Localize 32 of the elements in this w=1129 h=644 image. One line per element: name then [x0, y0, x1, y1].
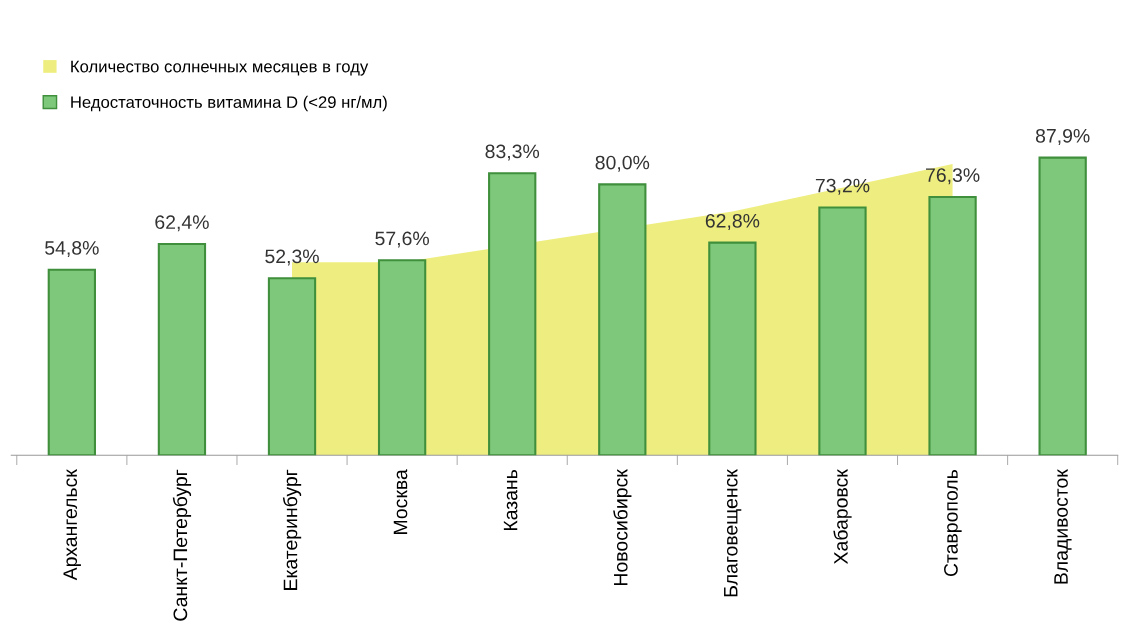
data-label: 76,3%	[926, 168, 980, 185]
data-label: 80,0%	[595, 155, 650, 172]
x-tick-label: Архангельск	[63, 469, 81, 581]
data-label: 52,3%	[265, 249, 319, 266]
bar	[708, 241, 757, 456]
bar	[157, 242, 207, 456]
bar	[47, 268, 96, 456]
bar	[488, 172, 537, 456]
data-label: 83,3%	[485, 144, 540, 161]
x-tick-label: Москва	[393, 469, 408, 534]
x-tick-label: Новосибирск	[613, 469, 632, 586]
bar	[818, 206, 867, 456]
legend-label: Количество солнечных месяцев в году	[71, 60, 369, 76]
bar	[267, 277, 317, 456]
bar	[377, 259, 427, 456]
data-label: 62,8%	[705, 213, 760, 230]
x-tick-label: Хабаровск	[833, 469, 852, 565]
data-label: 62,4%	[155, 215, 209, 232]
data-label: 87,9%	[1035, 128, 1090, 145]
legend-label: Недостаточность витамина D (<29 нг/мл)	[71, 95, 387, 112]
x-tick-label: Екатеринбург	[282, 469, 302, 590]
x-tick-label: Благовещенск	[724, 469, 742, 597]
x-tick-label: Владивосток	[1054, 469, 1072, 584]
bar	[928, 195, 977, 456]
data-label: 57,6%	[375, 231, 429, 248]
bar	[598, 183, 647, 456]
data-label: 54,8%	[45, 241, 99, 258]
x-tick-label: Санкт-Петербург	[172, 469, 192, 621]
x-tick-label: Казань	[503, 469, 518, 531]
bar	[1038, 156, 1087, 456]
x-tick-label: Ставрополь	[944, 469, 962, 577]
data-label: 73,2%	[815, 178, 870, 195]
